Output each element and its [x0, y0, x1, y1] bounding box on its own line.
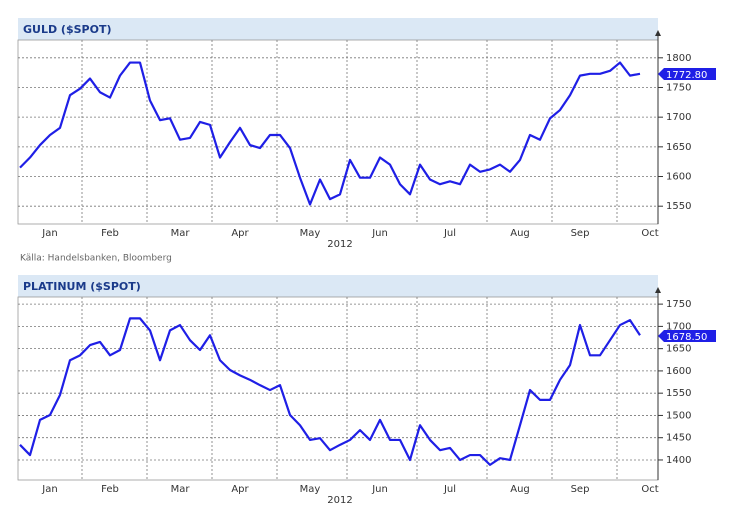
current-value-box	[658, 329, 716, 342]
y-tick-label: 1700	[666, 321, 691, 332]
plot-border	[17, 296, 659, 481]
x-tick-label: May	[300, 228, 321, 239]
axis-arrow	[655, 287, 661, 293]
y-tick-label: 1450	[666, 433, 691, 444]
x-tick-label: Mar	[171, 228, 191, 239]
x-tick-label: Jun	[371, 228, 388, 239]
x-tick-label: Feb	[101, 484, 119, 495]
y-tick-label: 1550	[666, 201, 691, 212]
x-tick-label: Sep	[571, 484, 590, 495]
x-tick-label: Jun	[371, 484, 388, 495]
x-tick-label: Oct	[641, 484, 658, 495]
x-tick-label: Feb	[101, 228, 119, 239]
x-tick-label: Oct	[641, 228, 658, 239]
y-tick-label: 1650	[666, 142, 691, 153]
y-tick-label: 1500	[666, 410, 691, 421]
price-line	[19, 61, 641, 206]
y-tick-label: 1800	[666, 53, 691, 64]
x-tick-label: Jan	[41, 484, 57, 495]
x-tick-label: Jul	[443, 228, 456, 239]
x-tick-label: Apr	[231, 484, 249, 495]
y-tick-label: 1750	[666, 299, 691, 310]
x-tick-label: Jul	[443, 484, 456, 495]
x-axis-label: 2012	[327, 495, 352, 506]
axis-arrow	[655, 30, 661, 36]
x-tick-label: Sep	[571, 228, 590, 239]
x-tick-label: Jan	[41, 228, 57, 239]
source: Källa: Handelsbanken, Bloomberg	[20, 254, 172, 264]
x-tick-label: Aug	[510, 228, 530, 239]
current-value-label: 1772.80	[666, 70, 707, 81]
price-line	[19, 317, 641, 466]
y-tick-label: 1750	[666, 82, 691, 93]
x-tick-label: May	[300, 484, 321, 495]
y-tick-label: 1400	[666, 455, 691, 466]
x-axis-label: 2012	[327, 239, 352, 250]
y-tick-label: 1600	[666, 366, 691, 377]
y-tick-label: 1700	[666, 112, 691, 123]
x-tick-label: Mar	[171, 484, 191, 495]
y-tick-label: 1650	[666, 344, 691, 355]
current-value-box	[658, 67, 716, 80]
chart-title: PLATINUM ($SPOT)	[23, 280, 141, 293]
x-tick-label: Apr	[231, 228, 249, 239]
chart-title: GULD ($SPOT)	[23, 23, 111, 36]
header-bar	[18, 275, 658, 297]
y-tick-label: 1600	[666, 172, 691, 183]
header-bar	[18, 18, 658, 40]
y-tick-label: 1550	[666, 388, 691, 399]
current-value-label: 1678.50	[666, 332, 707, 343]
x-tick-label: Aug	[510, 484, 530, 495]
